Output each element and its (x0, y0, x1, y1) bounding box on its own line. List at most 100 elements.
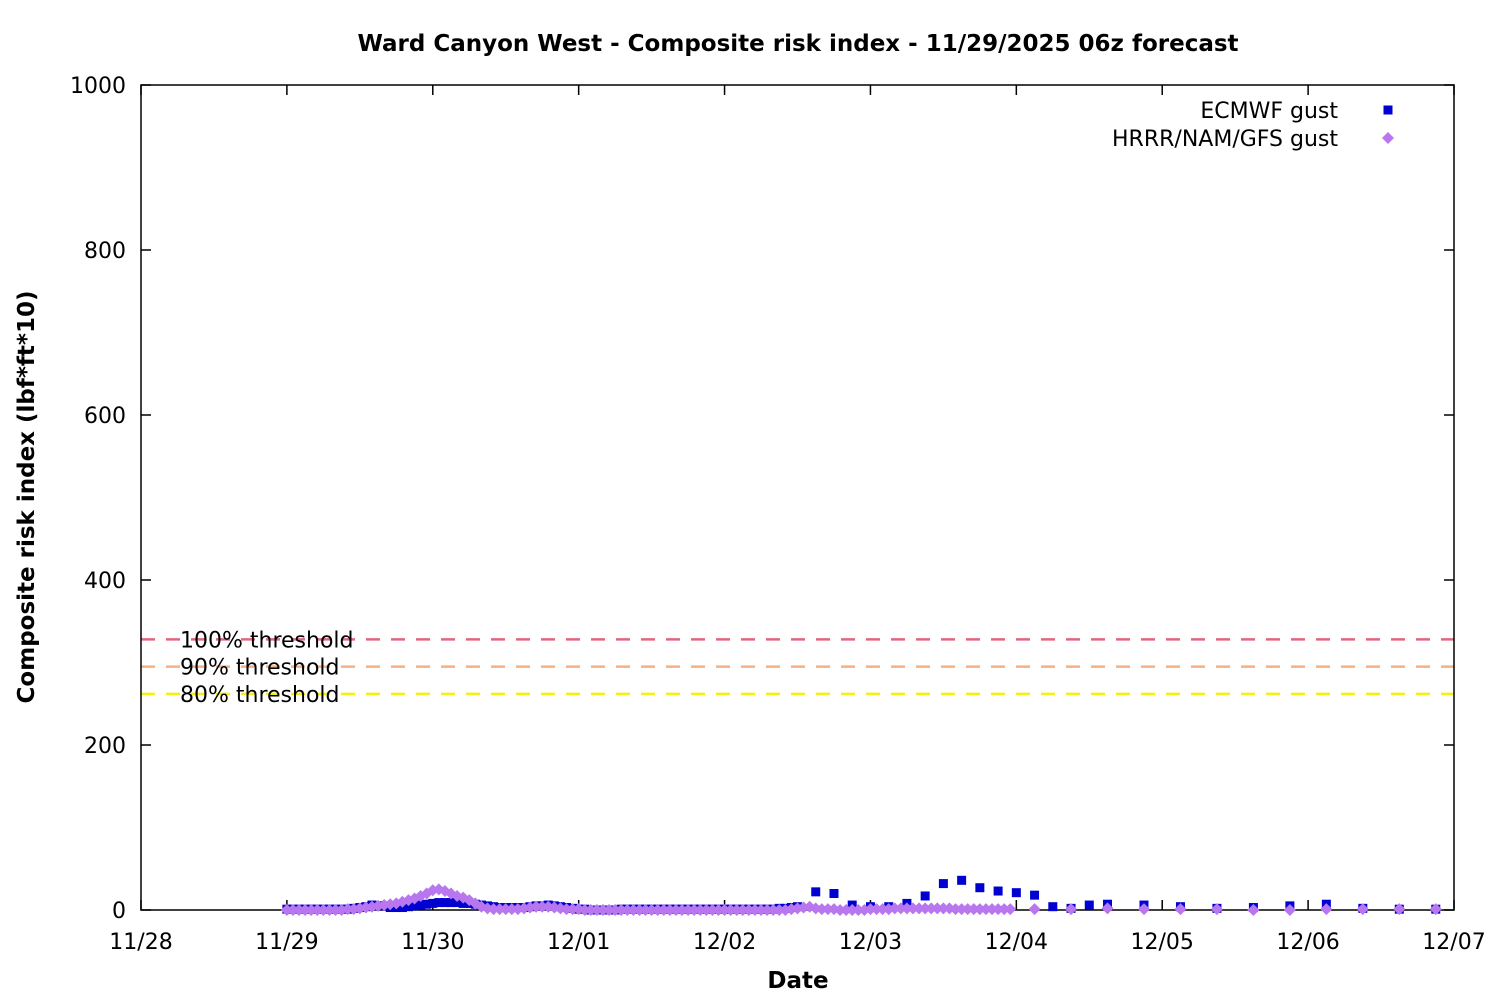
data-point (1011, 888, 1021, 898)
data-point (603, 904, 616, 916)
data-point (876, 903, 889, 916)
data-point (566, 903, 579, 916)
data-point (584, 904, 597, 916)
data-point (724, 904, 737, 916)
data-point (773, 904, 786, 916)
data-point (651, 904, 664, 916)
x-axis: 11/28 11/29 11/30 12/01 12/02 12/03 12/04 12/05… (109, 85, 1486, 955)
data-point (615, 904, 628, 916)
data-point (748, 904, 761, 916)
data-point (949, 903, 962, 916)
data-point (536, 900, 549, 913)
data-point (919, 902, 932, 915)
data-point (993, 886, 1003, 896)
data-point (986, 903, 999, 916)
data-point (852, 904, 865, 916)
data-point (1174, 903, 1187, 916)
data-point (657, 904, 670, 916)
data-point (416, 900, 426, 910)
data-point (920, 891, 930, 901)
y-tick-label: 800 (84, 239, 126, 264)
data-point (578, 904, 591, 916)
data-point (645, 904, 658, 916)
data-point (755, 904, 768, 916)
data-point (694, 904, 707, 916)
series-2 (280, 883, 1442, 916)
threshold-label: 90% threshold (180, 656, 340, 681)
data-point (663, 904, 676, 916)
data-point (341, 903, 354, 916)
y-tick-label: 1000 (70, 74, 126, 99)
y-axis-label: Composite risk index (lbf*ft*10) (14, 291, 40, 704)
y-tick-label: 0 (112, 899, 126, 924)
legend-label: HRRR/NAM/GFS gust (1112, 127, 1338, 152)
x-tick-label: 12/04 (985, 930, 1048, 955)
data-point (913, 902, 926, 915)
data-point (1356, 903, 1369, 916)
x-tick-label: 11/28 (109, 930, 172, 955)
data-point (931, 902, 944, 915)
data-point (493, 903, 506, 916)
x-tick-label: 11/29 (255, 930, 318, 955)
data-point (957, 875, 967, 885)
data-point (864, 903, 877, 916)
data-point (669, 904, 682, 916)
legend-marker (1382, 132, 1394, 144)
data-point (1004, 903, 1017, 916)
data-point (834, 904, 847, 916)
x-tick-label: 12/01 (547, 930, 610, 955)
data-point (973, 903, 986, 916)
data-point (621, 904, 634, 916)
data-point (299, 904, 312, 916)
data-point (440, 898, 450, 908)
data-point (992, 903, 1005, 916)
data-point (305, 904, 318, 916)
y-axis: 0 200 400 600 800 1000 (70, 74, 1454, 924)
data-point (1065, 903, 1078, 916)
data-point (1137, 903, 1150, 916)
data-point (840, 904, 853, 916)
data-point (998, 903, 1011, 916)
x-tick-label: 12/06 (1276, 930, 1339, 955)
data-point (894, 902, 907, 915)
plot-frame (140, 84, 1455, 911)
data-point (434, 898, 444, 908)
data-point (1429, 903, 1442, 916)
data-point (700, 904, 713, 916)
data-point (761, 904, 774, 916)
data-point (609, 904, 622, 916)
data-point (1048, 902, 1058, 912)
data-point (323, 904, 336, 916)
data-point (505, 903, 518, 916)
data-point (742, 904, 755, 916)
data-point (410, 901, 420, 911)
data-point (1210, 903, 1223, 916)
data-point (937, 902, 950, 915)
data-point (967, 903, 980, 916)
data-point (446, 898, 456, 908)
data-point (846, 904, 859, 916)
data-point (736, 904, 749, 916)
x-tick-label: 12/02 (693, 930, 756, 955)
data-point (906, 902, 919, 915)
legend-marker (1383, 105, 1393, 115)
data-point (422, 899, 432, 909)
data-point (452, 898, 462, 908)
data-point (499, 903, 512, 916)
data-point (428, 898, 438, 908)
data-point (767, 904, 780, 916)
data-point (821, 903, 834, 916)
data-point (870, 903, 883, 916)
data-point (286, 904, 299, 916)
data-point (627, 904, 640, 916)
data-point (1028, 903, 1041, 916)
threshold-label: 100% threshold (180, 628, 354, 653)
data-point (311, 904, 324, 916)
legend: ECMWF gust HRRR/NAM/GFS gust (1112, 99, 1394, 152)
data-point (730, 904, 743, 916)
data-point (961, 903, 974, 916)
data-point (676, 904, 689, 916)
data-point (293, 904, 306, 916)
